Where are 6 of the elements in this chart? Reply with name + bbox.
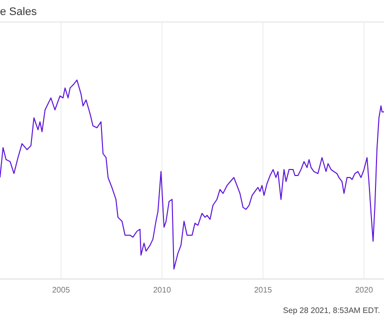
x-tick-label: 2020 <box>355 286 374 295</box>
chart-title: e Sales <box>0 6 38 18</box>
x-tick-label: 2010 <box>153 286 172 295</box>
x-tick-label: 2015 <box>254 286 272 295</box>
x-tick-label: 2005 <box>52 286 70 295</box>
text: Sep 28 2021, 8:53AM EDT. <box>283 306 380 315</box>
